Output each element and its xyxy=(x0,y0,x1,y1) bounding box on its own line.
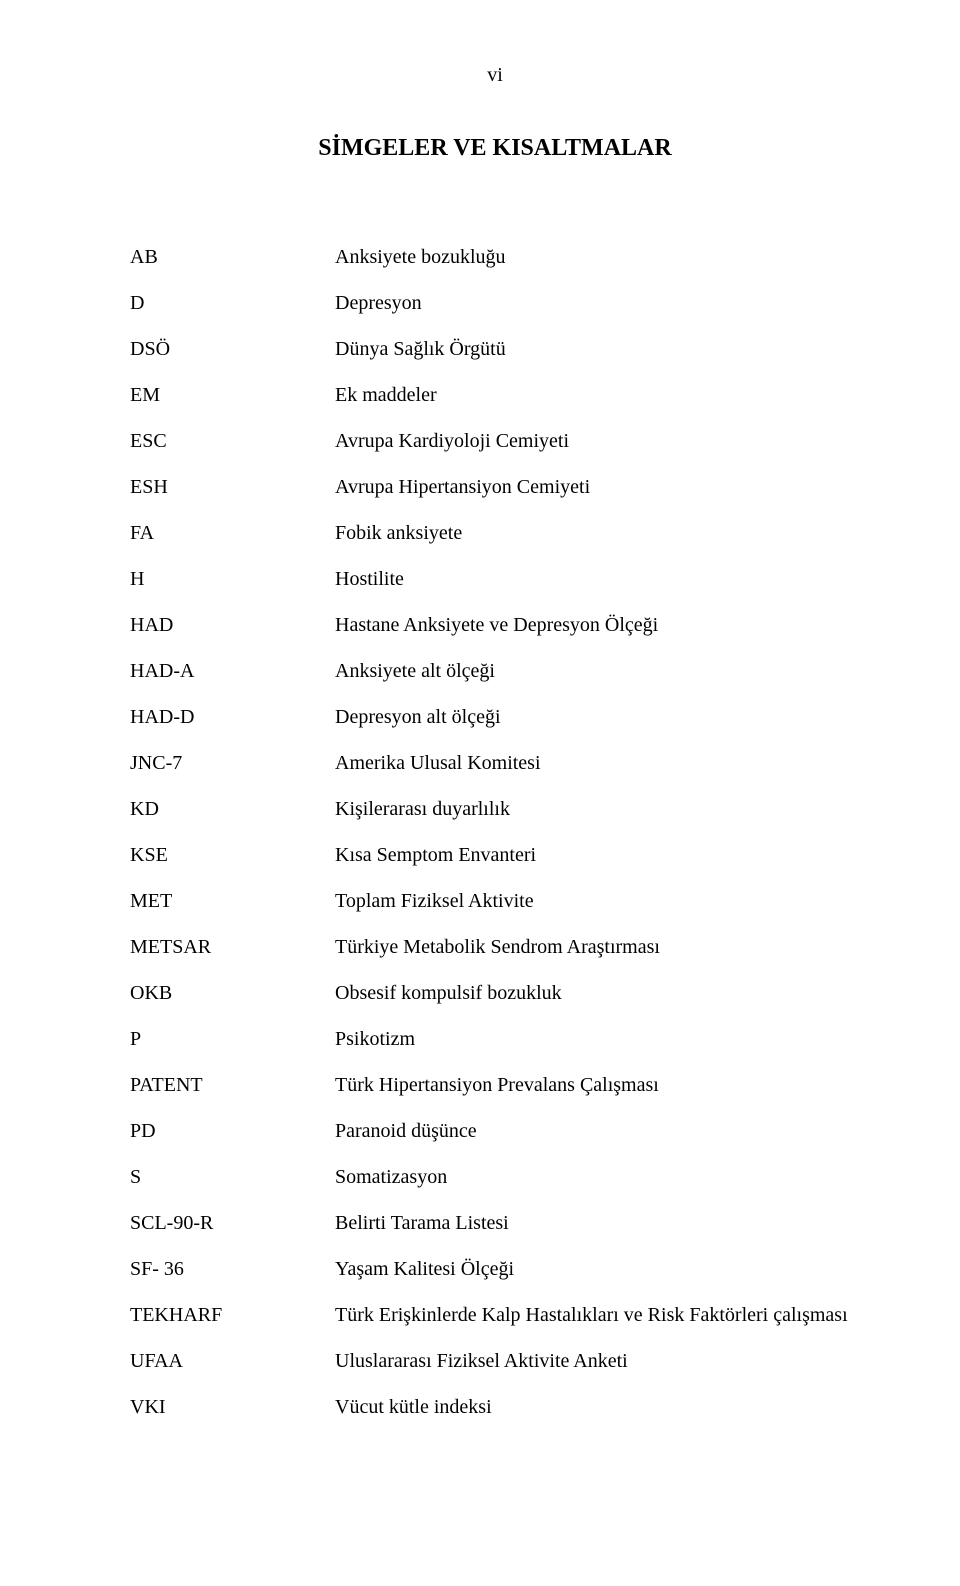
abbreviation-code: DSÖ xyxy=(130,334,335,364)
abbreviation-description: Somatizasyon xyxy=(335,1162,860,1192)
abbreviation-code: OKB xyxy=(130,978,335,1008)
abbreviation-row: SCL-90-RBelirti Tarama Listesi xyxy=(130,1208,860,1238)
abbreviation-description: Avrupa Hipertansiyon Cemiyeti xyxy=(335,472,860,502)
abbreviation-description: Toplam Fiziksel Aktivite xyxy=(335,886,860,916)
abbreviation-row: UFAAUluslararası Fiziksel Aktivite Anket… xyxy=(130,1346,860,1376)
abbreviation-row: PATENTTürk Hipertansiyon Prevalans Çalış… xyxy=(130,1070,860,1100)
abbreviation-code: SF- 36 xyxy=(130,1254,335,1284)
abbreviation-row: METToplam Fiziksel Aktivite xyxy=(130,886,860,916)
abbreviation-code: TEKHARF xyxy=(130,1300,335,1330)
abbreviation-description: Kısa Semptom Envanteri xyxy=(335,840,860,870)
abbreviation-row: PDParanoid düşünce xyxy=(130,1116,860,1146)
abbreviation-row: HAD-DDepresyon alt ölçeği xyxy=(130,702,860,732)
abbreviation-description: Dünya Sağlık Örgütü xyxy=(335,334,860,364)
abbreviation-code: AB xyxy=(130,242,335,272)
abbreviation-description: Depresyon xyxy=(335,288,860,318)
abbreviation-description: Türk Erişkinlerde Kalp Hastalıkları ve R… xyxy=(335,1300,860,1330)
abbreviation-code: VKI xyxy=(130,1392,335,1422)
abbreviation-row: OKBObsesif kompulsif bozukluk xyxy=(130,978,860,1008)
abbreviation-code: P xyxy=(130,1024,335,1054)
abbreviation-row: ABAnksiyete bozukluğu xyxy=(130,242,860,272)
abbreviation-description: Belirti Tarama Listesi xyxy=(335,1208,860,1238)
abbreviation-description: Obsesif kompulsif bozukluk xyxy=(335,978,860,1008)
abbreviation-description: Amerika Ulusal Komitesi xyxy=(335,748,860,778)
abbreviation-row: VKIVücut kütle indeksi xyxy=(130,1392,860,1422)
abbreviation-description: Depresyon alt ölçeği xyxy=(335,702,860,732)
abbreviation-code: MET xyxy=(130,886,335,916)
page-title: SİMGELER VE KISALTMALAR xyxy=(130,135,860,162)
abbreviation-description: Hastane Anksiyete ve Depresyon Ölçeği xyxy=(335,610,860,640)
abbreviation-description: Avrupa Kardiyoloji Cemiyeti xyxy=(335,426,860,456)
abbreviation-code: KSE xyxy=(130,840,335,870)
abbreviation-code: HAD xyxy=(130,610,335,640)
abbreviation-description: Türk Hipertansiyon Prevalans Çalışması xyxy=(335,1070,860,1100)
document-page: vi SİMGELER VE KISALTMALAR ABAnksiyete b… xyxy=(0,0,960,1586)
abbreviation-row: ESCAvrupa Kardiyoloji Cemiyeti xyxy=(130,426,860,456)
abbreviation-description: Anksiyete alt ölçeği xyxy=(335,656,860,686)
abbreviation-row: HADHastane Anksiyete ve Depresyon Ölçeği xyxy=(130,610,860,640)
abbreviation-row: EMEk maddeler xyxy=(130,380,860,410)
abbreviation-row: SF- 36Yaşam Kalitesi Ölçeği xyxy=(130,1254,860,1284)
abbreviation-row: DSÖDünya Sağlık Örgütü xyxy=(130,334,860,364)
abbreviation-row: ESHAvrupa Hipertansiyon Cemiyeti xyxy=(130,472,860,502)
abbreviation-description: Uluslararası Fiziksel Aktivite Anketi xyxy=(335,1346,860,1376)
abbreviation-description: Türkiye Metabolik Sendrom Araştırması xyxy=(335,932,860,962)
abbreviation-row: SSomatizasyon xyxy=(130,1162,860,1192)
abbreviation-code: METSAR xyxy=(130,932,335,962)
abbreviation-list: ABAnksiyete bozukluğuDDepresyonDSÖDünya … xyxy=(130,242,860,1422)
abbreviation-description: Kişilerarası duyarlılık xyxy=(335,794,860,824)
abbreviation-code: PATENT xyxy=(130,1070,335,1100)
abbreviation-code: D xyxy=(130,288,335,318)
abbreviation-row: KDKişilerarası duyarlılık xyxy=(130,794,860,824)
abbreviation-row: JNC-7Amerika Ulusal Komitesi xyxy=(130,748,860,778)
abbreviation-description: Hostilite xyxy=(335,564,860,594)
abbreviation-description: Anksiyete bozukluğu xyxy=(335,242,860,272)
abbreviation-code: ESH xyxy=(130,472,335,502)
abbreviation-description: Fobik anksiyete xyxy=(335,518,860,548)
abbreviation-row: FAFobik anksiyete xyxy=(130,518,860,548)
abbreviation-code: ESC xyxy=(130,426,335,456)
abbreviation-description: Ek maddeler xyxy=(335,380,860,410)
abbreviation-description: Psikotizm xyxy=(335,1024,860,1054)
abbreviation-row: HHostilite xyxy=(130,564,860,594)
abbreviation-code: JNC-7 xyxy=(130,748,335,778)
abbreviation-row: HAD-AAnksiyete alt ölçeği xyxy=(130,656,860,686)
abbreviation-code: S xyxy=(130,1162,335,1192)
abbreviation-description: Paranoid düşünce xyxy=(335,1116,860,1146)
abbreviation-code: UFAA xyxy=(130,1346,335,1376)
abbreviation-description: Yaşam Kalitesi Ölçeği xyxy=(335,1254,860,1284)
abbreviation-row: TEKHARFTürk Erişkinlerde Kalp Hastalıkla… xyxy=(130,1300,860,1330)
abbreviation-code: PD xyxy=(130,1116,335,1146)
page-number: vi xyxy=(130,64,860,87)
abbreviation-code: HAD-A xyxy=(130,656,335,686)
abbreviation-row: METSARTürkiye Metabolik Sendrom Araştırm… xyxy=(130,932,860,962)
abbreviation-code: SCL-90-R xyxy=(130,1208,335,1238)
abbreviation-code: EM xyxy=(130,380,335,410)
abbreviation-code: HAD-D xyxy=(130,702,335,732)
abbreviation-row: KSEKısa Semptom Envanteri xyxy=(130,840,860,870)
abbreviation-code: KD xyxy=(130,794,335,824)
abbreviation-row: PPsikotizm xyxy=(130,1024,860,1054)
abbreviation-row: DDepresyon xyxy=(130,288,860,318)
abbreviation-code: FA xyxy=(130,518,335,548)
abbreviation-code: H xyxy=(130,564,335,594)
abbreviation-description: Vücut kütle indeksi xyxy=(335,1392,860,1422)
